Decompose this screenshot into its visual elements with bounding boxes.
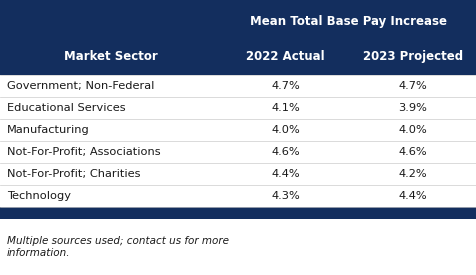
Bar [0,207,476,219]
Text: 4.3%: 4.3% [271,191,300,201]
Text: Technology: Technology [7,191,71,201]
Bar [0,219,476,257]
Text: 4.0%: 4.0% [271,125,300,135]
Text: 4.0%: 4.0% [398,125,427,135]
Bar [0,0,476,75]
Text: Mean Total Base Pay Increase: Mean Total Base Pay Increase [250,15,447,28]
Text: Not-For-Profit; Charities: Not-For-Profit; Charities [7,169,140,179]
Text: Not-For-Profit; Associations: Not-For-Profit; Associations [7,147,161,157]
Bar [0,75,476,97]
Text: 2022 Actual: 2022 Actual [246,50,325,63]
Text: 2023 Projected: 2023 Projected [363,50,463,63]
Text: 4.2%: 4.2% [398,169,427,179]
Text: Market Sector: Market Sector [64,50,158,63]
Bar [0,97,476,119]
Text: Multiple sources used; contact us for more
information.: Multiple sources used; contact us for mo… [7,236,229,258]
Text: 4.4%: 4.4% [271,169,300,179]
Text: 4.6%: 4.6% [271,147,300,157]
Text: Educational Services: Educational Services [7,103,126,113]
Text: 4.7%: 4.7% [398,81,427,91]
Bar [0,141,476,163]
Bar [0,185,476,207]
Text: 4.7%: 4.7% [271,81,300,91]
Text: 4.4%: 4.4% [398,191,427,201]
Bar [0,163,476,185]
Text: Manufacturing: Manufacturing [7,125,90,135]
Bar [0,119,476,141]
Text: 3.9%: 3.9% [398,103,427,113]
Text: 4.6%: 4.6% [398,147,427,157]
Text: Government; Non-Federal: Government; Non-Federal [7,81,155,91]
Text: 4.1%: 4.1% [271,103,300,113]
